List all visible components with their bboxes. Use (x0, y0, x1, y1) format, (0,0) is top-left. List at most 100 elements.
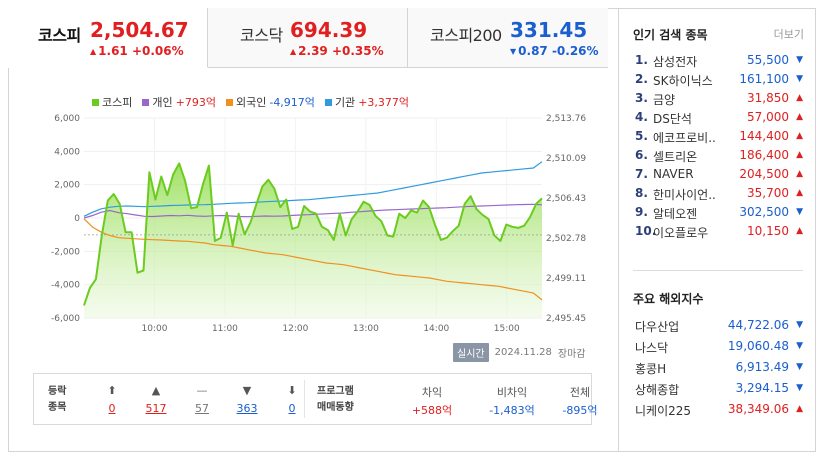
stock-name: NAVER (653, 167, 694, 181)
overseas-index-row[interactable]: 나스닥 19,060.48 ▼ (633, 339, 803, 360)
breadth-lower-limit[interactable]: ⬇ 0 (262, 374, 296, 424)
program-total: 전체 -895억 (562, 386, 598, 417)
index-name: 홍콩H (635, 362, 667, 376)
right-panel: 인기 검색 종목 더보기 1. 삼성전자 55,500 ▼ 2. SK하이닉스 161,10… (618, 8, 816, 452)
popular-stock-row[interactable]: 10. 이오플로우 10,150 ▲ (633, 224, 803, 243)
tab-change: ▼ 0.87 -0.26% (510, 44, 599, 58)
popular-stock-row[interactable]: 8. 한미사이언.. 35,700 ▲ (633, 186, 803, 205)
stock-name: 셀트리온 (653, 150, 698, 164)
rank: 8. (635, 186, 648, 200)
stock-price: 186,400 (739, 148, 789, 162)
stock-price: 31,850 (747, 91, 789, 105)
popular-stock-row[interactable]: 2. SK하이닉스 161,100 ▼ (633, 72, 803, 91)
down-triangle-icon: ▼ (242, 384, 252, 397)
rank: 9. (635, 205, 648, 219)
stock-price: 35,700 (747, 186, 789, 200)
flat-dash-icon: — (196, 384, 208, 397)
institution-line (83, 161, 543, 217)
y2-tick-label: 2,506.43 (546, 194, 586, 204)
stock-price: 55,500 (747, 53, 789, 67)
x-tick-label: 12:00 (282, 324, 308, 334)
stock-name: 알테오젠 (653, 207, 698, 221)
stock-name: 한미사이언.. (653, 188, 716, 202)
x-tick-label: 15:00 (494, 324, 520, 334)
popular-stock-row[interactable]: 1. 삼성전자 55,500 ▼ (633, 53, 803, 72)
program-heading: 프로그램 매매동향 (317, 386, 354, 413)
legend-item-foreign[interactable]: 외국인 -4,917억 (225, 94, 315, 110)
x-tick-label: 11:00 (212, 324, 238, 334)
y-tick-label: 6,000 (54, 114, 80, 124)
divider (633, 270, 803, 271)
index-tabs: 코스피 2,504.67 ▲ 1.61 +0.06% 코스닥 694.39 ▲ 2.… (8, 8, 608, 68)
realtime-badge: 실시간 (453, 343, 489, 362)
x-tick-label: 14:00 (423, 324, 449, 334)
legend-item-institution[interactable]: 기관 +3,377억 (324, 94, 409, 110)
stock-name: 삼성전자 (653, 55, 698, 69)
legend-item-kospi[interactable]: 코스피 (92, 94, 132, 110)
tab-kospi[interactable]: 코스피 2,504.67 ▲ 1.61 +0.06% (8, 8, 208, 68)
index-name: 니케이225 (635, 404, 692, 418)
x-tick-label: 10:00 (141, 324, 167, 334)
up-triangle-icon: ▲ (796, 404, 803, 414)
overseas-index-row[interactable]: 홍콩H 6,913.49 ▼ (633, 360, 803, 381)
rank: 5. (635, 129, 648, 143)
breadth-unchanged[interactable]: —57 (172, 374, 209, 424)
tab-name: 코스닥 (240, 26, 283, 45)
rank: 4. (635, 110, 648, 124)
breadth-falling[interactable]: ▼ 363 (217, 374, 258, 424)
status-closing: 장마감 (557, 349, 586, 360)
y-tick-label: -6,000 (51, 314, 80, 324)
overseas-index-row[interactable]: 니케이225 38,349.06 ▲ (633, 402, 803, 423)
stock-price: 204,500 (739, 167, 789, 181)
popular-stock-row[interactable]: 7. NAVER 204,500 ▲ (633, 167, 803, 186)
up-triangle-icon: ▲ (151, 384, 161, 397)
market-breadth-box: 등락 종목 ⬆ 0 ▲ 517 —57 ▼ 363 ⬇ 0 프로그램 매매동향 차익 +588… (33, 373, 598, 425)
y-tick-label: 2,000 (54, 181, 80, 191)
y2-tick-label: 2,513.76 (546, 114, 586, 124)
popular-stock-row[interactable]: 9. 알테오젠 302,500 ▼ (633, 205, 803, 224)
stock-name: DS단석 (653, 112, 692, 126)
index-price: 44,722.06 (727, 318, 789, 332)
up-triangle-icon: ▲ (796, 112, 803, 122)
intraday-chart[interactable]: 6,000 4,000 2,000 0 -2,000 -4,000 -6,000 2,513.… (40, 108, 600, 338)
y-tick-label: 4,000 (54, 147, 80, 157)
up-triangle-icon: ▲ (796, 150, 803, 160)
stock-price: 161,100 (739, 72, 789, 86)
up-triangle-icon: ▲ (796, 131, 803, 141)
popular-stock-row[interactable]: 4. DS단석 57,000 ▲ (633, 110, 803, 129)
up-triangle-icon: ▲ (796, 93, 803, 103)
down-triangle-icon: ▼ (796, 341, 803, 351)
popular-stock-row[interactable]: 3. 금양 31,850 ▲ (633, 91, 803, 110)
rank: 2. (635, 72, 648, 86)
up-triangle-icon: ▲ (796, 226, 803, 236)
breadth-rising[interactable]: ▲ 517 (126, 374, 167, 424)
realtime-status: 실시간 2024.11.28 장마감 (453, 343, 585, 362)
overseas-index-row[interactable]: 상해종합 3,294.15 ▼ (633, 381, 803, 402)
tab-kosdaq[interactable]: 코스닥 694.39 ▲ 2.39 +0.35% (208, 8, 408, 68)
index-price: 6,913.49 (735, 360, 789, 374)
tab-name: 코스피 (38, 26, 81, 45)
stock-name: 에코프로비.. (653, 131, 716, 145)
tab-kospi200[interactable]: 코스피200 331.45 ▼ 0.87 -0.26% (408, 8, 608, 68)
more-link[interactable]: 더보기 (773, 28, 804, 41)
breadth-upper-limit[interactable]: ⬆ 0 (82, 374, 116, 424)
down-triangle-icon: ▼ (796, 74, 803, 84)
individual-line (83, 203, 543, 219)
down-triangle-icon: ▼ (796, 362, 803, 372)
rank: 3. (635, 91, 648, 105)
legend-item-individual[interactable]: 개인 +793억 (142, 94, 216, 110)
popular-stock-row[interactable]: 6. 셀트리온 186,400 ▲ (633, 148, 803, 167)
divider (304, 380, 305, 418)
rank: 6. (635, 148, 648, 162)
index-name: 다우산업 (635, 320, 680, 334)
program-non-arbitrage: 비차익 -1,483억 (489, 386, 535, 417)
overseas-index-row[interactable]: 다우산업 44,722.06 ▼ (633, 318, 803, 339)
foreign-line (83, 218, 543, 301)
popular-stock-row[interactable]: 5. 에코프로비.. 144,400 ▲ (633, 129, 803, 148)
down-triangle-icon: ▼ (796, 320, 803, 330)
x-tick-label: 13:00 (353, 324, 379, 334)
index-name: 나스닥 (635, 341, 669, 355)
up-triangle-icon: ▲ (290, 47, 297, 56)
stock-name: SK하이닉스 (653, 74, 713, 88)
up-triangle-icon: ▲ (90, 47, 97, 56)
